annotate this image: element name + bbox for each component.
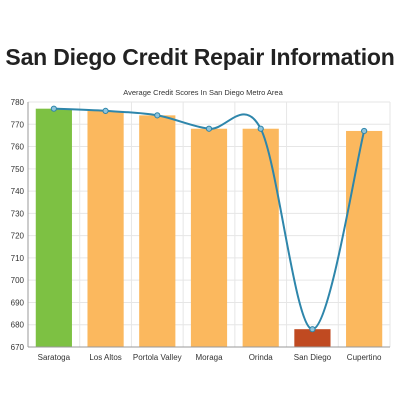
line-point[interactable] — [50, 105, 57, 112]
y-tick-label: 770 — [11, 120, 25, 129]
y-tick-label: 680 — [11, 321, 25, 330]
x-tick-label: Saratoga — [38, 353, 71, 362]
y-tick-label: 760 — [11, 143, 25, 152]
y-tick-label: 710 — [11, 254, 25, 263]
bar-portola-valley[interactable] — [139, 115, 176, 347]
x-tick-label: Orinda — [249, 353, 274, 362]
x-tick-label: Los Altos — [89, 353, 121, 362]
bar-moraga[interactable] — [190, 128, 228, 347]
y-tick-label: 700 — [11, 276, 25, 285]
y-tick-label: 730 — [11, 209, 25, 218]
trend-line-path — [53, 107, 366, 331]
x-tick-label: Portola Valley — [133, 353, 182, 362]
bar-los-altos[interactable] — [87, 110, 124, 347]
y-tick-label: 720 — [11, 232, 25, 241]
axis-labels: 670 680 690 700 710 720 730 740 750 760 770 780 Sara… — [11, 98, 382, 362]
line-point[interactable] — [309, 326, 316, 333]
page-title: San Diego Credit Repair Information — [5, 44, 395, 70]
bar-saratoga[interactable] — [35, 108, 72, 347]
line-point[interactable] — [361, 127, 368, 135]
bar-cupertino[interactable] — [346, 130, 383, 347]
bar-orinda[interactable] — [242, 128, 279, 347]
line-point[interactable] — [154, 112, 161, 119]
x-tick-label: Cupertino — [347, 353, 382, 362]
chart-subtitle: Average Credit Scores In San Diego Metro… — [123, 88, 283, 97]
line-point[interactable] — [257, 125, 264, 132]
y-tick-label: 750 — [11, 165, 25, 174]
axes — [27, 102, 390, 348]
x-tick-label: Moraga — [195, 353, 223, 362]
y-tick-label: 670 — [11, 343, 25, 352]
trend-line — [50, 105, 368, 333]
y-tick-label: 740 — [11, 187, 25, 196]
y-tick-label: 690 — [11, 298, 25, 307]
line-point[interactable] — [102, 107, 109, 115]
bars — [35, 108, 383, 347]
bar-san-diego[interactable] — [294, 329, 331, 347]
y-tick-label: 780 — [11, 98, 25, 107]
x-tick-label: San Diego — [294, 353, 332, 362]
line-point[interactable] — [205, 125, 213, 132]
